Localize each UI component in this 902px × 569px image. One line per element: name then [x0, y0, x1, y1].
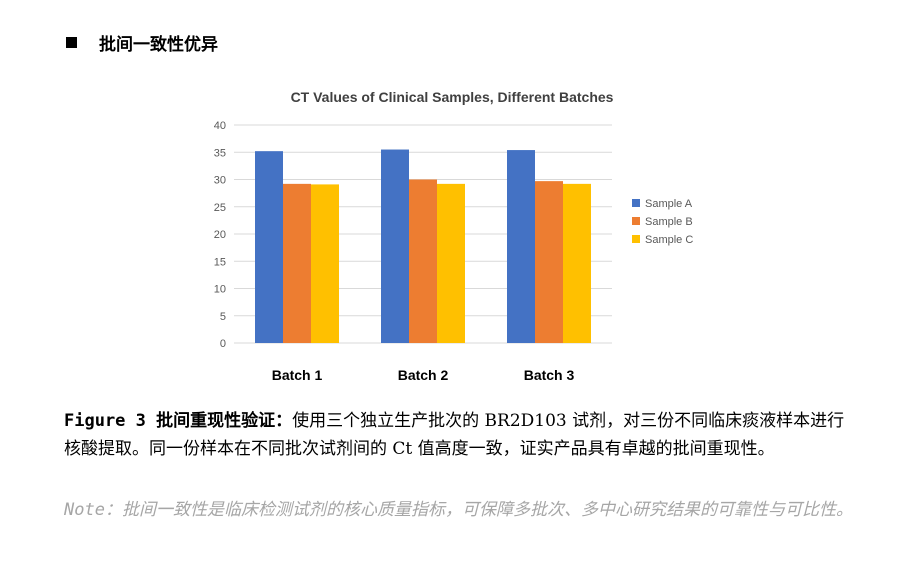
legend-swatch [632, 217, 640, 225]
y-tick-label: 15 [214, 256, 226, 268]
y-tick-label: 5 [220, 311, 226, 323]
bar [255, 151, 283, 343]
bar [381, 149, 409, 343]
y-tick-label: 10 [214, 284, 226, 296]
y-axis-ticks: 0 5 10 15 20 25 30 35 40 [214, 120, 226, 350]
bar [409, 179, 437, 343]
note-label: Note： [64, 500, 122, 520]
legend-label: Sample C [645, 234, 693, 246]
chart-bars [255, 149, 591, 343]
x-tick-label: Batch 2 [398, 367, 449, 383]
chart-legend: Sample A Sample B Sample C [632, 198, 693, 246]
legend-swatch [632, 235, 640, 243]
y-tick-label: 0 [220, 338, 226, 350]
section-title: 批间一致性优异 [99, 35, 218, 55]
legend-label: Sample A [645, 198, 693, 210]
y-tick-label: 20 [214, 229, 226, 241]
caption-label: Figure 3 批间重现性验证： [64, 411, 293, 431]
x-tick-label: Batch 3 [524, 367, 575, 383]
x-axis-labels: Batch 1 Batch 2 Batch 3 [272, 367, 575, 383]
bar [311, 184, 339, 343]
y-tick-label: 35 [214, 147, 226, 159]
y-tick-label: 30 [214, 175, 226, 187]
bar [437, 183, 465, 343]
x-tick-label: Batch 1 [272, 367, 323, 383]
bar [535, 181, 563, 343]
figure-note: Note：批间一致性是临床检测试剂的核心质量指标，可保障多批次、多中心研究结果的… [64, 496, 854, 524]
bar-chart: CT Values of Clinical Samples, Different… [214, 89, 694, 383]
legend-swatch [632, 199, 640, 207]
y-tick-label: 25 [214, 202, 226, 214]
chart-title: CT Values of Clinical Samples, Different… [291, 89, 614, 105]
figure-caption: Figure 3 批间重现性验证：使用三个独立生产批次的 BR2D103 试剂，… [64, 407, 854, 463]
section-heading: 批间一致性优异 [66, 30, 218, 55]
bar [283, 183, 311, 343]
black-square-icon [66, 37, 77, 48]
caption-text: 使用三个独立生产批次的 BR2D103 试剂，对三份不同临床痰液样本进行核酸提取… [64, 411, 845, 459]
bar [507, 150, 535, 343]
bar [563, 183, 591, 343]
note-text: 批间一致性是临床检测试剂的核心质量指标，可保障多批次、多中心研究结果的可靠性与可… [121, 500, 853, 520]
y-tick-label: 40 [214, 120, 226, 132]
legend-label: Sample B [645, 216, 693, 228]
